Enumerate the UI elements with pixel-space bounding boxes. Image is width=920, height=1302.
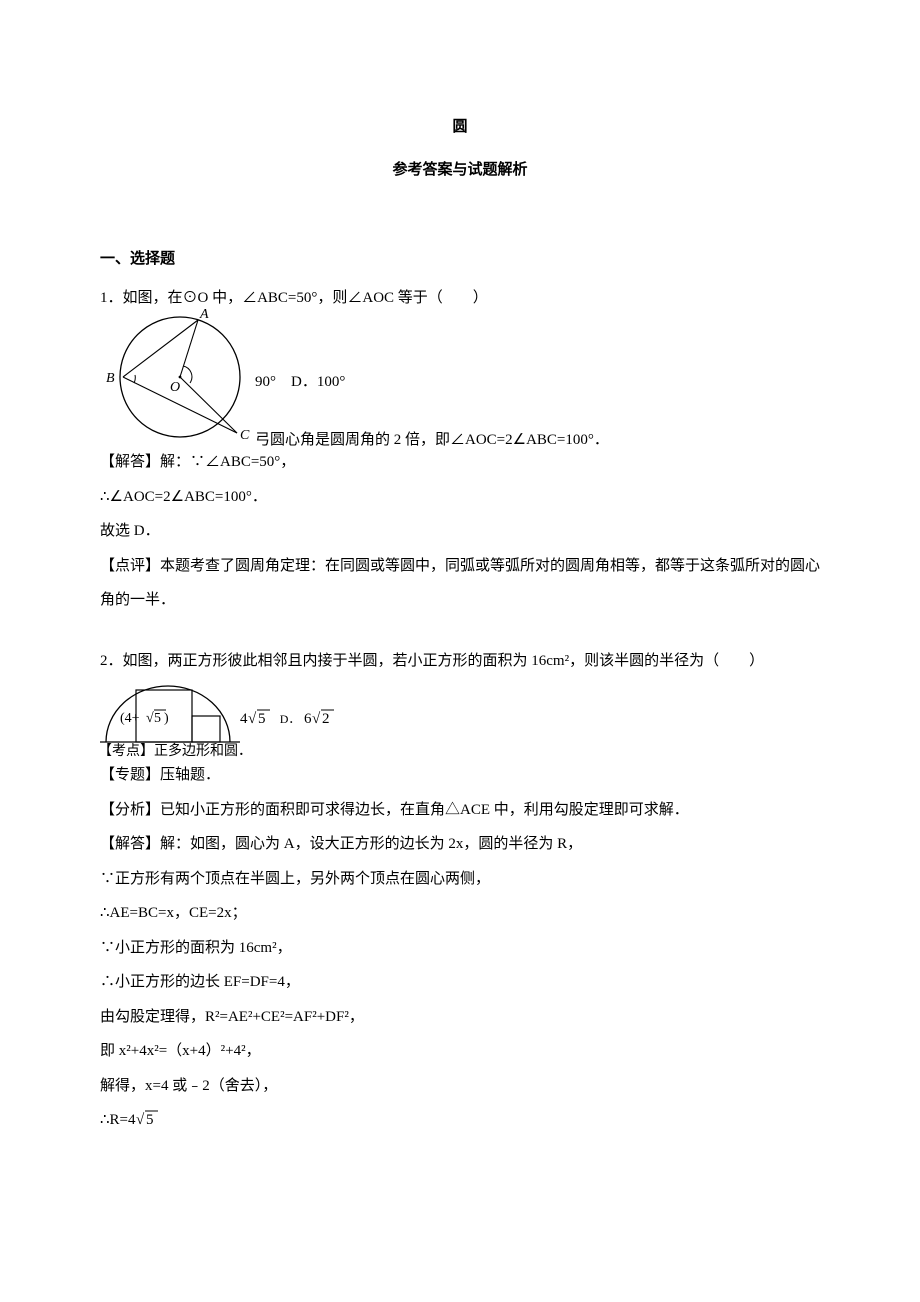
q2-figure-row: (4+ √ 5 ) 4 √ 5 D． 6 √ 2 【考点】正多边形和圆． <box>100 680 820 752</box>
q2-stem: 2．如图，两正方形彼此相邻且内接于半圆，若小正方形的面积为 16cm²，则该半圆… <box>100 644 820 679</box>
svg-text:5: 5 <box>258 711 266 727</box>
svg-text:): ) <box>164 711 169 726</box>
q2-s9-value: 4√5 <box>128 1112 168 1128</box>
svg-text:C: C <box>240 428 250 443</box>
q2-solve-1: 【解答】解：如图，圆心为 A，设大正方形的边长为 2x，圆的半径为 R， <box>100 827 820 862</box>
q1-solve-2: ∴∠AOC=2∠ABC=100°． <box>100 480 820 515</box>
q2-analysis: 【分析】已知小正方形的面积即可求得边长，在直角△ACE 中，利用勾股定理即可求解… <box>100 793 820 828</box>
svg-text:5: 5 <box>146 1112 154 1128</box>
svg-text:√: √ <box>146 711 154 726</box>
svg-text:4: 4 <box>240 711 248 727</box>
q2-opt-d-value: 6 √ 2 <box>304 711 340 727</box>
q1-analysis-overlay: 弓圆心角是圆周角的 2 倍，即∠AOC=2∠ABC=100°． <box>255 423 609 458</box>
svg-text:√: √ <box>248 711 257 727</box>
q2-opt-d-label: D． <box>280 712 301 726</box>
q1-comment: 【点评】本题考查了圆周角定理：在同圆或等圆中，同弧或等弧所对的圆周角相等，都等于… <box>100 549 820 618</box>
svg-text:√: √ <box>136 1112 145 1128</box>
svg-text:4: 4 <box>128 1112 136 1128</box>
q2-solve-9: ∴R=4√5 <box>100 1103 820 1138</box>
svg-text:B: B <box>106 371 115 386</box>
svg-text:O: O <box>170 380 180 395</box>
q1-solve-3: 故选 D． <box>100 514 820 549</box>
svg-text:√: √ <box>312 711 321 727</box>
svg-text:6: 6 <box>304 711 312 727</box>
svg-text:(4+: (4+ <box>120 711 140 726</box>
svg-text:A: A <box>199 307 209 322</box>
q2-solve-4: ∵小正方形的面积为 16cm²， <box>100 931 820 966</box>
q2-kaodian: 【考点】正多边形和圆． <box>98 736 252 768</box>
svg-text:5: 5 <box>154 711 161 726</box>
q2-opt-c-value: 4 √ 5 <box>240 711 280 727</box>
q2-options-tail: 4 √ 5 D． 6 √ 2 <box>240 702 340 737</box>
q1-figure-row: A B C O 90° D．100° 弓圆心角是圆周角的 2 倍，即∠AOC=2… <box>100 311 820 445</box>
doc-subtitle: 参考答案与试题解析 <box>100 153 820 188</box>
q1-options-overlay: 90° D．100° <box>255 365 345 400</box>
svg-text:2: 2 <box>322 711 330 727</box>
doc-title: 圆 <box>100 110 820 145</box>
section-1-heading: 一、选择题 <box>100 242 820 277</box>
q2-solve-7: 即 x²+4x²=（x+4）²+4²， <box>100 1034 820 1069</box>
q1-circle-diagram: A B C O <box>100 307 260 447</box>
q2-solve-6: 由勾股定理得，R²=AE²+CE²=AF²+DF²， <box>100 1000 820 1035</box>
q2-solve-2: ∵正方形有两个顶点在半圆上，另外两个顶点在圆心两侧， <box>100 862 820 897</box>
q2-solve-8: 解得，x=4 或﹣2（舍去）， <box>100 1069 820 1104</box>
q2-solve-3: ∴AE=BC=x，CE=2x； <box>100 896 820 931</box>
q2-s9-prefix: ∴R= <box>100 1112 128 1128</box>
q2-solve-5: ∴小正方形的边长 EF=DF=4， <box>100 965 820 1000</box>
